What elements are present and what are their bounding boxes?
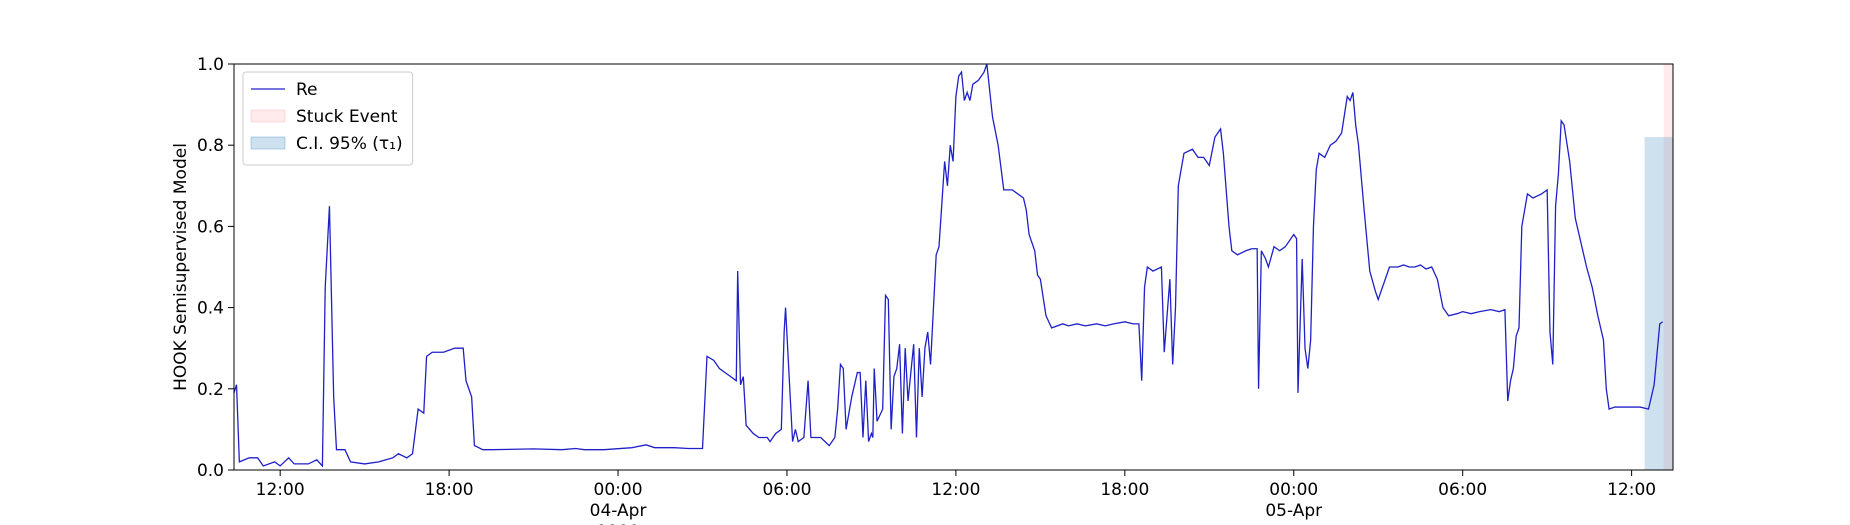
- x-tick-label: 12:00: [931, 480, 980, 500]
- y-axis-label: HOOK Semisupervised Model: [171, 143, 191, 391]
- x-tick-label: 06:00: [762, 480, 811, 500]
- y-tick-label: 0.2: [197, 380, 224, 400]
- x-tick-label: 00:00 05-Apr: [1265, 480, 1322, 521]
- legend-label: Stuck Event: [296, 107, 398, 127]
- plot-frame: [233, 63, 1674, 471]
- span: [1644, 137, 1673, 470]
- legend-label: C.I. 95% (τ₁): [296, 134, 403, 154]
- legend-patch: [250, 136, 286, 150]
- y-tick-label: 0.4: [197, 299, 224, 319]
- x-tick-label: 18:00: [425, 480, 474, 500]
- y-tick-label: 0.8: [197, 136, 224, 156]
- data-line: [233, 63, 1663, 468]
- x-tick-label: 18:00: [1100, 480, 1149, 500]
- x-tick-label: 06:00: [1438, 480, 1487, 500]
- x-tick-label: 12:00: [1607, 480, 1656, 500]
- legend-label: Re: [296, 80, 318, 100]
- y-tick-label: 1.0: [197, 55, 224, 75]
- x-tick-label: 12:00: [256, 480, 305, 500]
- span: [1663, 64, 1673, 470]
- y-tick-label: 0.6: [197, 217, 224, 237]
- legend-box: [242, 71, 414, 166]
- legend-patch: [250, 109, 286, 123]
- y-tick-label: 0.0: [197, 461, 224, 481]
